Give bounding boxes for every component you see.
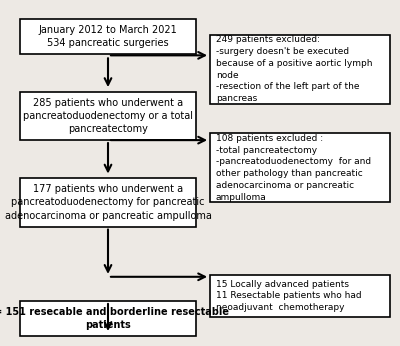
Text: January 2012 to March 2021
534 pancreatic surgeries: January 2012 to March 2021 534 pancreati… (39, 25, 177, 48)
Text: 15 Locally advanced patients
11 Resectable patients who had
neoadjuvant  chemoth: 15 Locally advanced patients 11 Resectab… (216, 280, 362, 312)
FancyBboxPatch shape (210, 275, 390, 317)
Text: 249 patients excluded:
-surgery doesn't be executed
because of a positive aortic: 249 patients excluded: -surgery doesn't … (216, 35, 372, 103)
Text: N= 151 resecable and borderline resectable
patients: N= 151 resecable and borderline resectab… (0, 307, 230, 330)
FancyBboxPatch shape (20, 301, 196, 336)
FancyBboxPatch shape (20, 19, 196, 54)
Text: 108 patients excluded :
-total pancreatectomy
-pancreatoduodenectomy  for and
ot: 108 patients excluded : -total pancreate… (216, 134, 371, 202)
Text: 285 patients who underwent a
pancreatoduodenectomy or a total
pancreatectomy: 285 patients who underwent a pancreatodu… (23, 98, 193, 134)
FancyBboxPatch shape (210, 133, 390, 202)
Text: 177 patients who underwent a
pancreatoduodenectomy for pancreatic
adenocarcinoma: 177 patients who underwent a pancreatodu… (4, 184, 212, 221)
FancyBboxPatch shape (210, 35, 390, 104)
FancyBboxPatch shape (20, 92, 196, 140)
FancyBboxPatch shape (20, 178, 196, 227)
